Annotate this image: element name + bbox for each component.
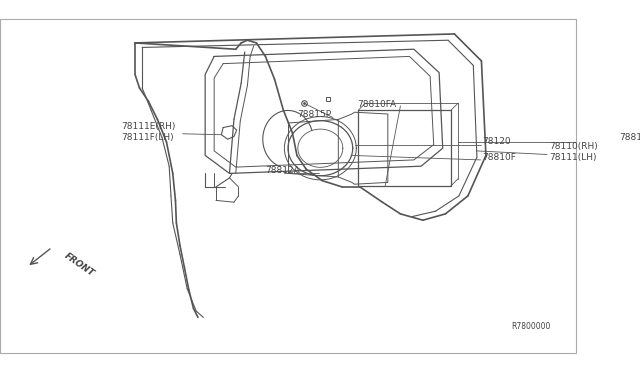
Text: 78810FA: 78810FA (357, 100, 396, 109)
Text: R7800000: R7800000 (511, 322, 550, 331)
Bar (0, 19, 576, 353)
Text: 78812A: 78812A (266, 166, 300, 175)
Text: 78110(RH): 78110(RH) (549, 142, 598, 151)
Text: FRONT: FRONT (63, 252, 96, 279)
Text: 78111E(RH): 78111E(RH) (122, 122, 176, 131)
Text: 78810F: 78810F (483, 153, 516, 162)
Text: 78815P: 78815P (297, 109, 331, 119)
Text: 78111(LH): 78111(LH) (549, 153, 596, 162)
Text: 78120: 78120 (483, 137, 511, 147)
Text: 78111F(LH): 78111F(LH) (122, 133, 174, 142)
Text: 78810: 78810 (619, 133, 640, 142)
